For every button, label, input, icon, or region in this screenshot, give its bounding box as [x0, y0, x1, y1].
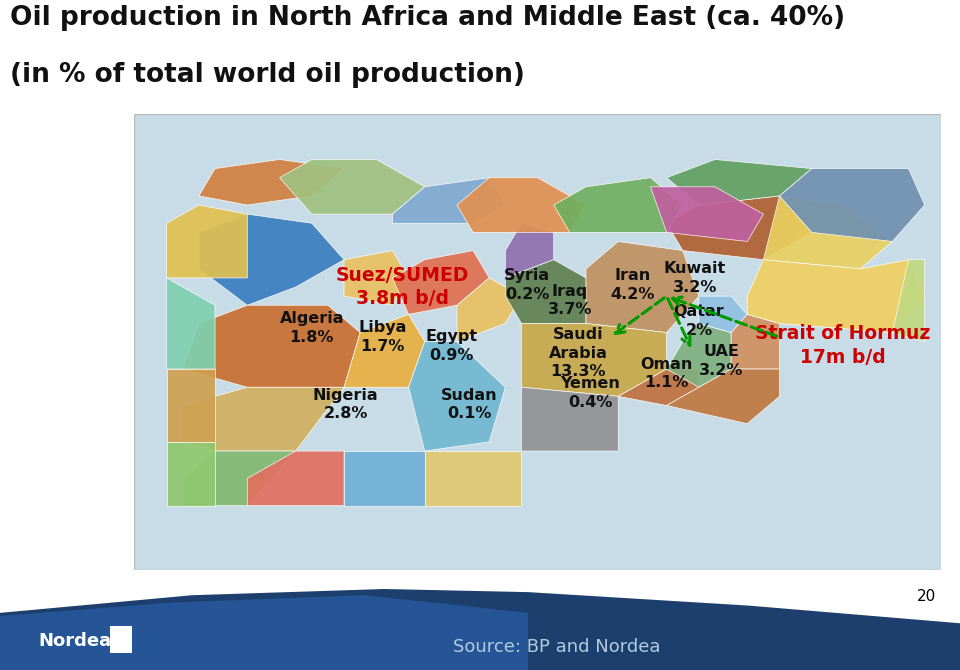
Text: Nordea: Nordea [38, 632, 111, 650]
Polygon shape [248, 451, 344, 506]
Polygon shape [182, 306, 360, 387]
Polygon shape [199, 159, 344, 205]
Text: UAE
3.2%: UAE 3.2% [699, 344, 744, 378]
Text: Algeria
1.8%: Algeria 1.8% [279, 312, 344, 345]
Text: Iran
4.2%: Iran 4.2% [611, 268, 655, 302]
Polygon shape [732, 314, 780, 369]
Polygon shape [167, 442, 215, 506]
Polygon shape [747, 260, 924, 332]
Polygon shape [666, 159, 812, 205]
Polygon shape [666, 324, 732, 387]
Text: Yemen
0.4%: Yemen 0.4% [560, 376, 620, 409]
Text: Nigeria
2.8%: Nigeria 2.8% [313, 388, 378, 421]
Polygon shape [167, 278, 215, 369]
Polygon shape [554, 178, 683, 232]
Polygon shape [666, 196, 812, 260]
Polygon shape [457, 278, 521, 342]
Polygon shape [182, 451, 296, 506]
Polygon shape [893, 260, 924, 342]
Polygon shape [199, 214, 344, 306]
Polygon shape [505, 260, 586, 324]
Polygon shape [521, 387, 618, 451]
Polygon shape [344, 314, 424, 387]
Polygon shape [505, 223, 554, 278]
Polygon shape [424, 451, 521, 506]
Text: Kuwait
3.2%: Kuwait 3.2% [663, 261, 726, 295]
Polygon shape [699, 296, 747, 332]
Text: Syria
0.2%: Syria 0.2% [504, 268, 550, 302]
Polygon shape [666, 369, 780, 423]
Polygon shape [393, 251, 490, 314]
Text: Source: BP and Nordea: Source: BP and Nordea [453, 638, 660, 656]
Polygon shape [618, 369, 699, 405]
Polygon shape [763, 196, 893, 269]
Text: Oil production in North Africa and Middle East (ca. 40%): Oil production in North Africa and Middl… [10, 5, 845, 31]
Text: Suez/SUMED
3.8m b/d: Suez/SUMED 3.8m b/d [335, 266, 468, 308]
Text: Iraq
3.7%: Iraq 3.7% [547, 284, 592, 318]
Text: Saudi
Arabia
13.3%: Saudi Arabia 13.3% [548, 327, 608, 379]
Polygon shape [586, 241, 699, 332]
Polygon shape [167, 369, 215, 442]
Text: (in % of total world oil production): (in % of total world oil production) [10, 62, 524, 88]
Polygon shape [344, 251, 409, 306]
Polygon shape [409, 342, 505, 451]
FancyBboxPatch shape [110, 626, 132, 653]
Polygon shape [651, 187, 763, 241]
Polygon shape [182, 387, 344, 451]
Polygon shape [344, 451, 424, 506]
Text: Egypt
0.9%: Egypt 0.9% [425, 330, 477, 363]
Polygon shape [167, 205, 248, 278]
Text: Oman
1.1%: Oman 1.1% [640, 357, 693, 391]
Polygon shape [0, 589, 960, 670]
Text: Libya
1.7%: Libya 1.7% [359, 320, 407, 354]
Polygon shape [0, 595, 528, 670]
Text: 20: 20 [917, 589, 936, 604]
Polygon shape [457, 178, 586, 232]
Polygon shape [393, 178, 505, 223]
Polygon shape [521, 324, 666, 397]
Polygon shape [279, 159, 424, 214]
Text: Qatar
2%: Qatar 2% [674, 304, 724, 338]
Text: Strait of Hormuz
17m b/d: Strait of Hormuz 17m b/d [755, 324, 930, 366]
Text: Sudan
0.1%: Sudan 0.1% [441, 388, 497, 421]
Polygon shape [780, 169, 924, 241]
FancyBboxPatch shape [134, 114, 941, 570]
